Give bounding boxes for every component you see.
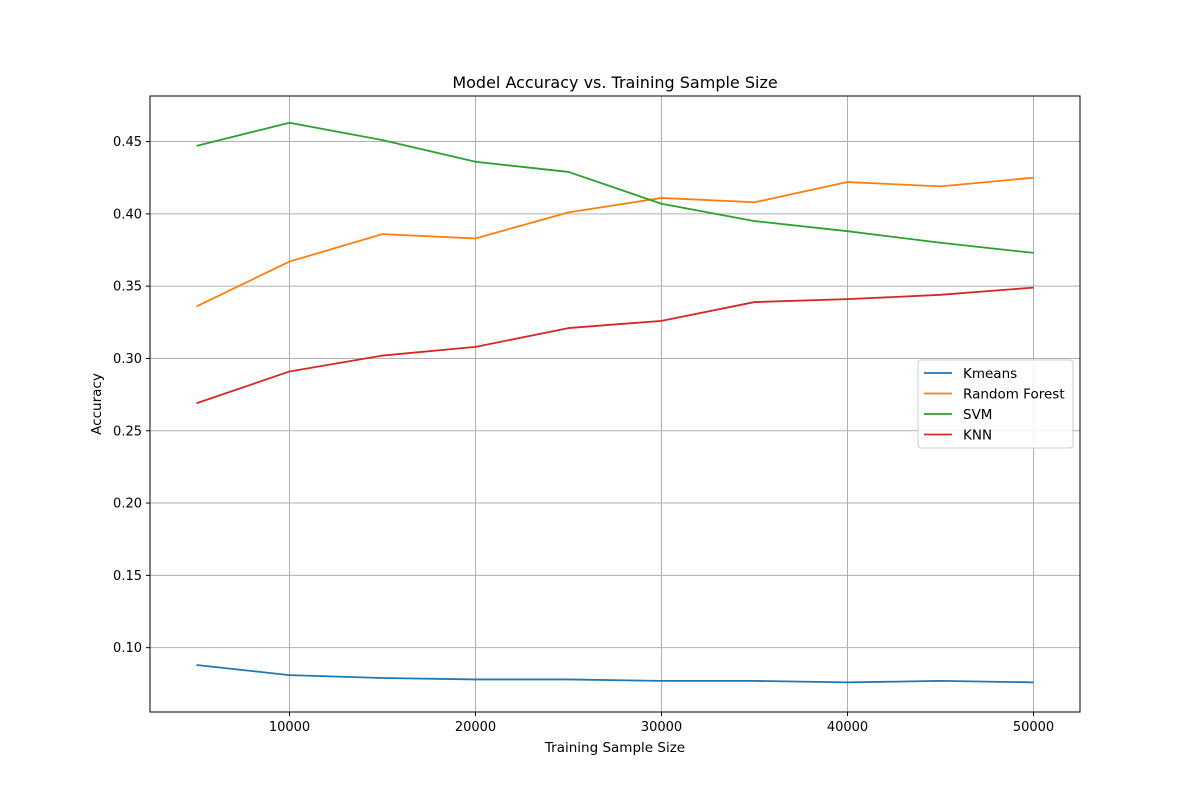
legend-box xyxy=(917,359,1074,449)
chart-title: Model Accuracy vs. Training Sample Size xyxy=(452,73,777,92)
axis-ticks: 10000 20000 30000 40000 50000 0.10 0.15 0.20 0.2… xyxy=(113,135,1054,735)
y-tick-label: 0.35 xyxy=(113,280,142,295)
legend: Kmeans Random Forest SVM KNN xyxy=(917,359,1074,449)
x-tick-label: 20000 xyxy=(455,720,496,735)
legend-label: KNN xyxy=(963,428,992,444)
x-tick-label: 50000 xyxy=(1013,720,1054,735)
legend-label: SVM xyxy=(963,407,992,423)
x-tick-label: 30000 xyxy=(641,720,682,735)
y-tick-label: 0.15 xyxy=(113,569,142,584)
y-tick-label: 0.20 xyxy=(113,497,142,512)
y-tick-label: 0.30 xyxy=(113,352,142,367)
series-line-random-forest xyxy=(196,176,1034,308)
series-line-kmeans xyxy=(196,664,1034,684)
legend-label: Kmeans xyxy=(963,366,1017,382)
x-tick-label: 10000 xyxy=(269,720,310,735)
legend-label: Random Forest xyxy=(963,387,1065,403)
x-axis-label: Training Sample Size xyxy=(544,740,685,756)
y-tick-label: 0.10 xyxy=(113,641,142,656)
series-line-knn xyxy=(196,286,1034,405)
series-line-svm xyxy=(196,121,1034,254)
y-tick-label: 0.40 xyxy=(113,207,142,222)
y-axis-label: Accuracy xyxy=(89,373,105,435)
x-tick-label: 40000 xyxy=(827,720,868,735)
plot-area-frame xyxy=(149,95,1081,713)
series-lines xyxy=(196,121,1034,684)
y-tick-label: 0.45 xyxy=(113,135,142,150)
y-tick-label: 0.25 xyxy=(113,424,142,439)
